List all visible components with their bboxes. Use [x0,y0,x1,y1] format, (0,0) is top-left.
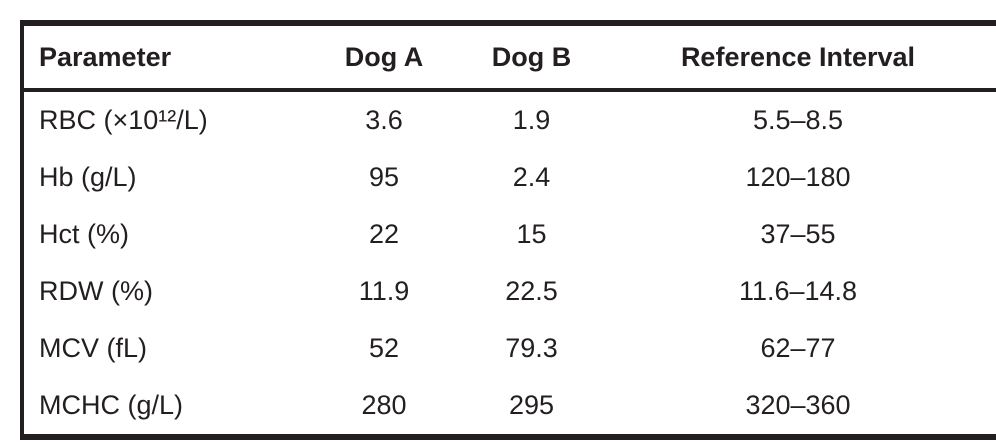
dog-b-cell: 1.9 [512,105,551,135]
dog-a-cell: 11.9 [358,276,410,306]
header-row: Parameter Dog A Dog B Reference Interval [22,23,996,90]
table-row: MCHC (g/L) 280 295 320–360 [22,377,996,437]
parameter-cell: RBC (×10¹²/L) [39,105,208,135]
table-body: RBC (×10¹²/L) 3.6 1.9 5.5–8.5 Hb (g/L) 9… [22,90,996,437]
reference-interval-cell: 37–55 [760,219,836,249]
table-row: RDW (%) 11.9 22.5 11.6–14.8 [22,263,996,320]
column-header-parameter: Parameter [39,41,172,72]
lab-results-table: Parameter Dog A Dog B Reference Interval… [20,20,996,440]
parameter-cell: Hct (%) [39,219,129,249]
dog-b-cell: 295 [508,390,555,420]
dog-b-cell: 2.4 [512,162,551,192]
parameter-cell: MCV (fL) [39,333,147,363]
parameter-cell: RDW (%) [39,276,153,306]
parameter-cell: Hb (g/L) [39,162,137,192]
table-row: Hb (g/L) 95 2.4 120–180 [22,149,996,206]
dog-b-cell: 22.5 [505,276,558,306]
table-row: MCV (fL) 52 79.3 62–77 [22,320,996,377]
dog-a-cell: 95 [368,162,400,192]
table-header: Parameter Dog A Dog B Reference Interval [22,23,996,90]
dog-a-cell: 280 [361,390,407,420]
dog-a-cell: 52 [368,333,400,363]
column-header-dog-a: Dog A [344,41,424,72]
dog-a-cell: 22 [368,219,400,249]
dog-b-cell: 15 [516,219,547,249]
table-row: Hct (%) 22 15 37–55 [22,206,996,263]
reference-interval-cell: 320–360 [745,390,851,420]
table-row: RBC (×10¹²/L) 3.6 1.9 5.5–8.5 [22,90,996,149]
column-header-dog-b: Dog B [491,41,572,72]
reference-interval-cell: 62–77 [760,333,836,363]
parameter-cell: MCHC (g/L) [39,390,184,420]
reference-interval-cell: 120–180 [745,162,851,192]
dog-b-cell: 79.3 [505,333,558,363]
column-header-reference-interval: Reference Interval [680,41,916,72]
reference-interval-cell: 11.6–14.8 [738,276,858,306]
dog-a-cell: 3.6 [365,105,403,135]
reference-interval-cell: 5.5–8.5 [752,105,844,135]
